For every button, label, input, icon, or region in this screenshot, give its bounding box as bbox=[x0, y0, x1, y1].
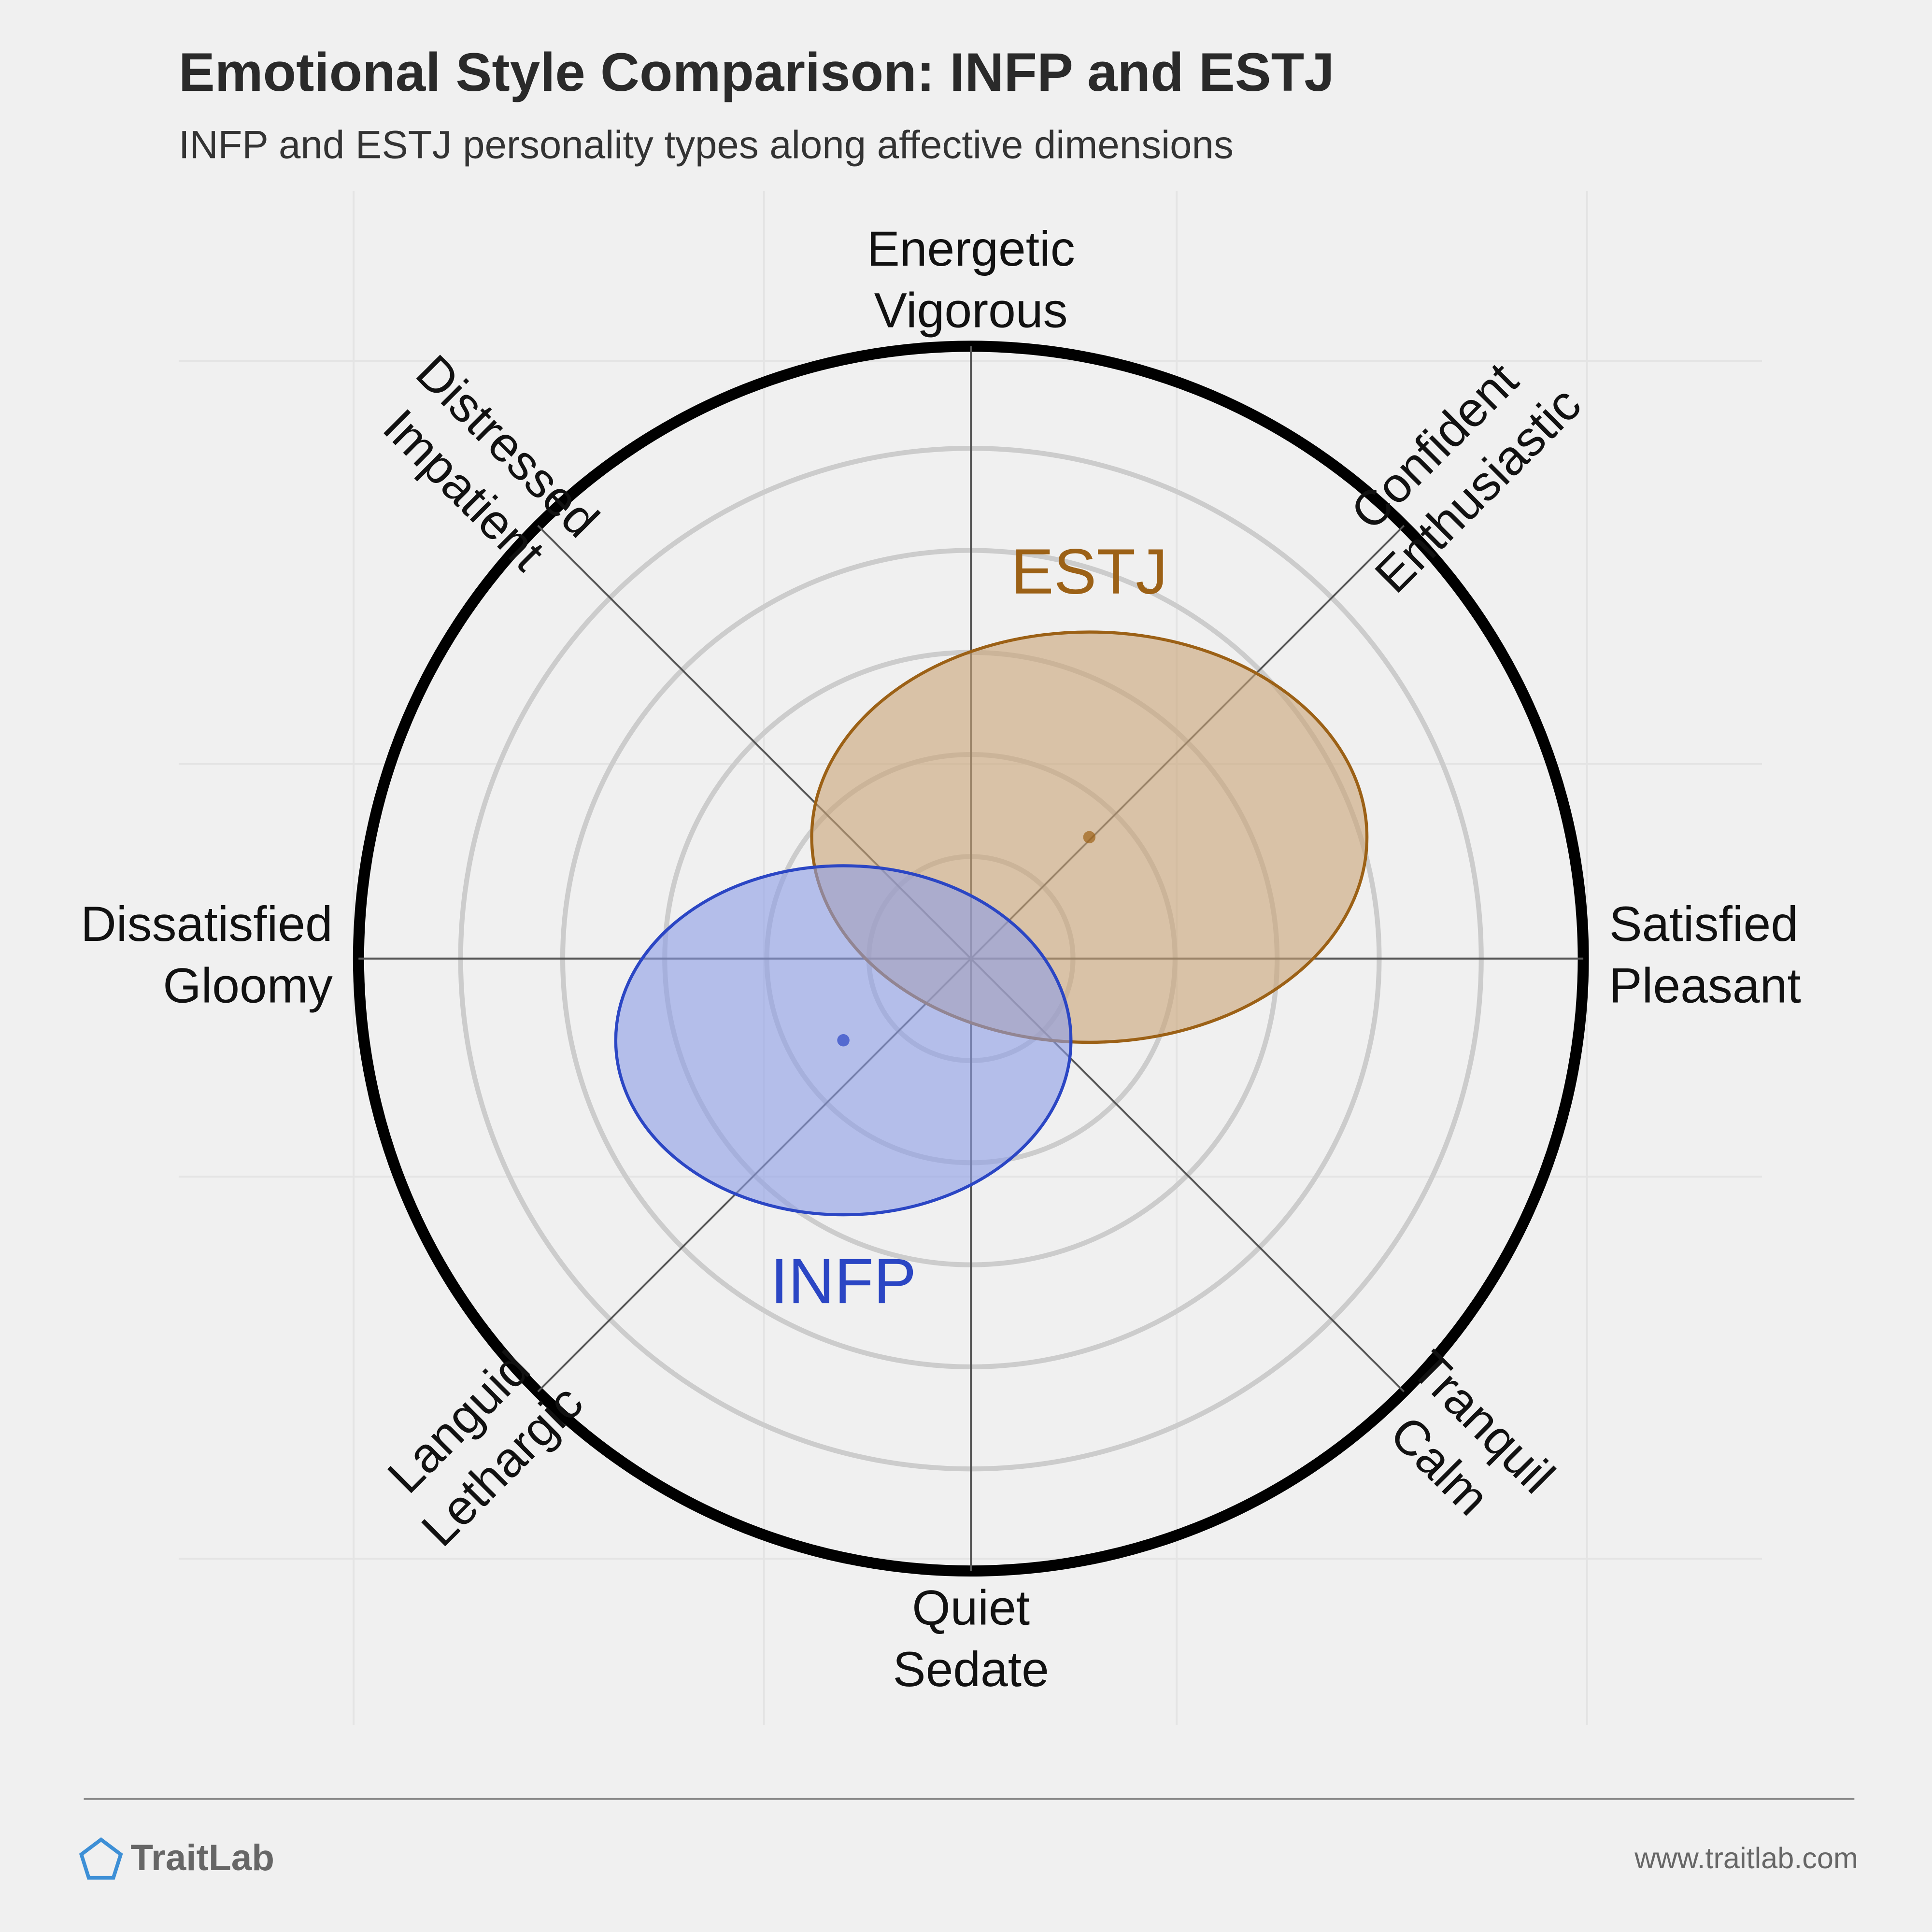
axis-label-line: Quiet bbox=[912, 1580, 1030, 1635]
axis-label-line: Satisfied bbox=[1609, 896, 1798, 952]
type-center bbox=[1083, 831, 1096, 843]
axis-label: Energetic Vigorous bbox=[867, 221, 1075, 338]
chart-subtitle: INFP and ESTJ personality types along af… bbox=[179, 123, 1234, 167]
type-center bbox=[837, 1034, 850, 1047]
series-label: ESTJ bbox=[1011, 536, 1167, 608]
axis-label: Satisfied Pleasant bbox=[1609, 896, 1801, 1013]
logo-icon bbox=[79, 1837, 123, 1880]
axis-label: Quiet Sedate bbox=[893, 1580, 1049, 1697]
axis-label-line: Vigorous bbox=[874, 283, 1068, 338]
brand: TraitLab bbox=[130, 1837, 274, 1878]
axis-label: Dissatisfied Gloomy bbox=[81, 896, 333, 1013]
series-label: INFP bbox=[770, 1246, 916, 1317]
url: www.traitlab.com bbox=[1634, 1842, 1858, 1875]
chart-title: Emotional Style Comparison: INFP and EST… bbox=[179, 42, 1335, 102]
axis-label-line: Gloomy bbox=[163, 958, 333, 1013]
axis-label-line: Energetic bbox=[867, 221, 1075, 276]
axis-label-line: Sedate bbox=[893, 1642, 1049, 1697]
axis-label-line: Dissatisfied bbox=[81, 896, 333, 952]
axis-label-line: Pleasant bbox=[1609, 958, 1801, 1013]
